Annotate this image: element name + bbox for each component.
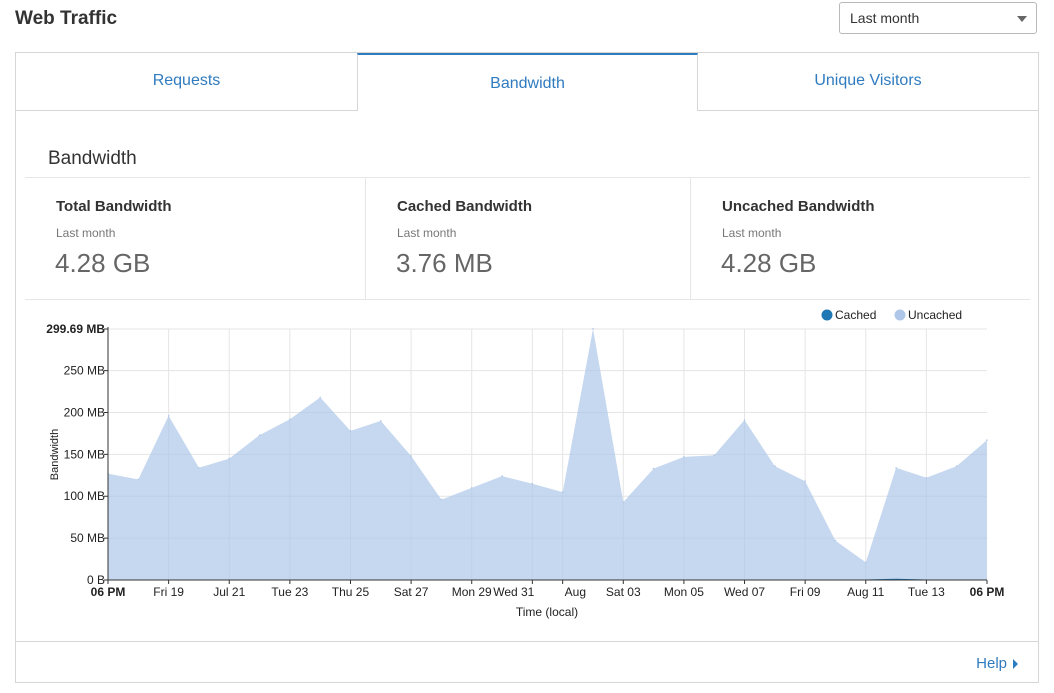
stats-row: Total Bandwidth Last month 4.28 GB Cache… [25,177,1030,300]
legend-swatch [821,309,833,321]
stat-value: 4.28 GB [721,248,817,278]
section-title: Bandwidth [48,148,137,169]
card-footer: Help [16,641,1038,683]
x-tick-label: Wed 31 [493,585,534,599]
uncached-point [531,482,534,485]
uncached-point [622,501,625,503]
uncached-point [380,420,382,422]
x-tick-label: Sat 03 [606,585,641,599]
chevron-down-icon[interactable] [1017,16,1027,22]
stat-uncached-bandwidth: Uncached Bandwidth Last month 4.28 GB [690,178,1030,299]
legend-label: Uncached [908,308,962,322]
time-range-value: Last month [850,10,920,26]
tab-bar: Requests Bandwidth Unique Visitors [16,53,1038,111]
legend-label: Cached [835,308,876,322]
uncached-point [683,456,685,458]
uncached-point [652,467,655,470]
traffic-card: Requests Bandwidth Unique Visitors Bandw… [15,52,1039,683]
series-area-uncached [108,328,987,580]
y-tick-label: 100 MB [64,489,105,503]
x-axis-title: Time (local) [516,605,578,619]
help-link[interactable]: Help [976,655,1018,672]
uncached-point [865,561,867,564]
uncached-point [561,491,564,493]
uncached-point [349,430,352,432]
uncached-point [501,475,503,477]
stat-total-bandwidth: Total Bandwidth Last month 4.28 GB [25,178,365,299]
uncached-point [713,454,715,456]
x-tick-label: Wed 07 [724,585,765,599]
x-tick-label: 06 PM [91,585,126,599]
uncached-point [986,439,988,441]
uncached-point [289,418,291,420]
x-tick-label: Aug 11 [847,585,884,599]
uncached-point [228,457,230,460]
y-tick-label: 200 MB [64,405,105,419]
tab-bandwidth[interactable]: Bandwidth [357,53,698,111]
uncached-point [955,465,958,467]
x-tick-label: Fri 09 [790,585,821,599]
x-tick-label: 06 PM [970,585,1005,599]
y-tick-label: 50 MB [70,531,105,545]
uncached-point [440,498,443,501]
y-tick-label: 299.69 MB [46,322,105,336]
chart-axes: 0 B 50 MB 100 MB 150 MB 200 MB 250 MB 299.69 M… [46,322,1004,619]
stat-value: 3.76 MB [396,248,493,278]
x-tick-label: Aug [565,585,586,599]
uncached-point [774,465,776,467]
stat-label: Cached Bandwidth [397,198,533,215]
tab-label: Bandwidth [490,75,565,92]
uncached-point [167,415,170,417]
x-tick-label: Sat 27 [394,585,429,599]
chart-legend[interactable]: Cached Uncached [821,308,963,322]
uncached-point [804,480,806,482]
uncached-point [410,455,412,457]
tab-unique-visitors[interactable]: Unique Visitors [698,53,1038,111]
legend-swatch [894,309,906,321]
chevron-right-icon [1013,658,1018,669]
x-tick-label: Mon 05 [664,585,704,599]
stat-label: Uncached Bandwidth [722,198,875,215]
bandwidth-chart: 0 B 50 MB 100 MB 150 MB 200 MB 250 MB 299.69 M… [46,308,1004,619]
uncached-point [470,487,473,489]
stat-value: 4.28 GB [55,248,151,278]
y-axis-title: Bandwidth [49,429,61,480]
uncached-point [743,419,746,421]
y-tick-label: 250 MB [64,364,105,378]
tab-label: Unique Visitors [814,71,922,89]
y-tick-label: 0 B [87,573,105,587]
uncached-point [834,539,837,542]
uncached-point [925,477,928,479]
uncached-point [258,434,261,436]
x-tick-label: Fri 19 [153,585,184,599]
uncached-point [592,327,594,330]
x-tick-label: Tue 13 [908,585,945,599]
uncached-point [319,396,322,399]
stat-cached-bandwidth: Cached Bandwidth Last month 3.76 MB [365,178,690,299]
x-tick-label: Mon 29 [452,585,492,599]
tab-requests[interactable]: Requests [16,53,357,111]
uncached-point [137,478,140,481]
page-title: Web Traffic [15,8,118,29]
stat-label: Total Bandwidth [56,198,172,215]
x-tick-label: Tue 23 [271,585,308,599]
x-tick-label: Jul 21 [213,585,245,599]
y-tick-label: 150 MB [64,447,105,461]
stat-period: Last month [56,226,116,240]
uncached-point [895,467,897,469]
tab-label: Requests [152,71,221,89]
time-range-select[interactable]: Last month [839,2,1037,34]
stat-period: Last month [722,226,782,240]
stat-period: Last month [397,226,457,240]
help-label: Help [976,655,1007,672]
uncached-point [198,467,200,469]
x-tick-label: Thu 25 [332,585,370,599]
